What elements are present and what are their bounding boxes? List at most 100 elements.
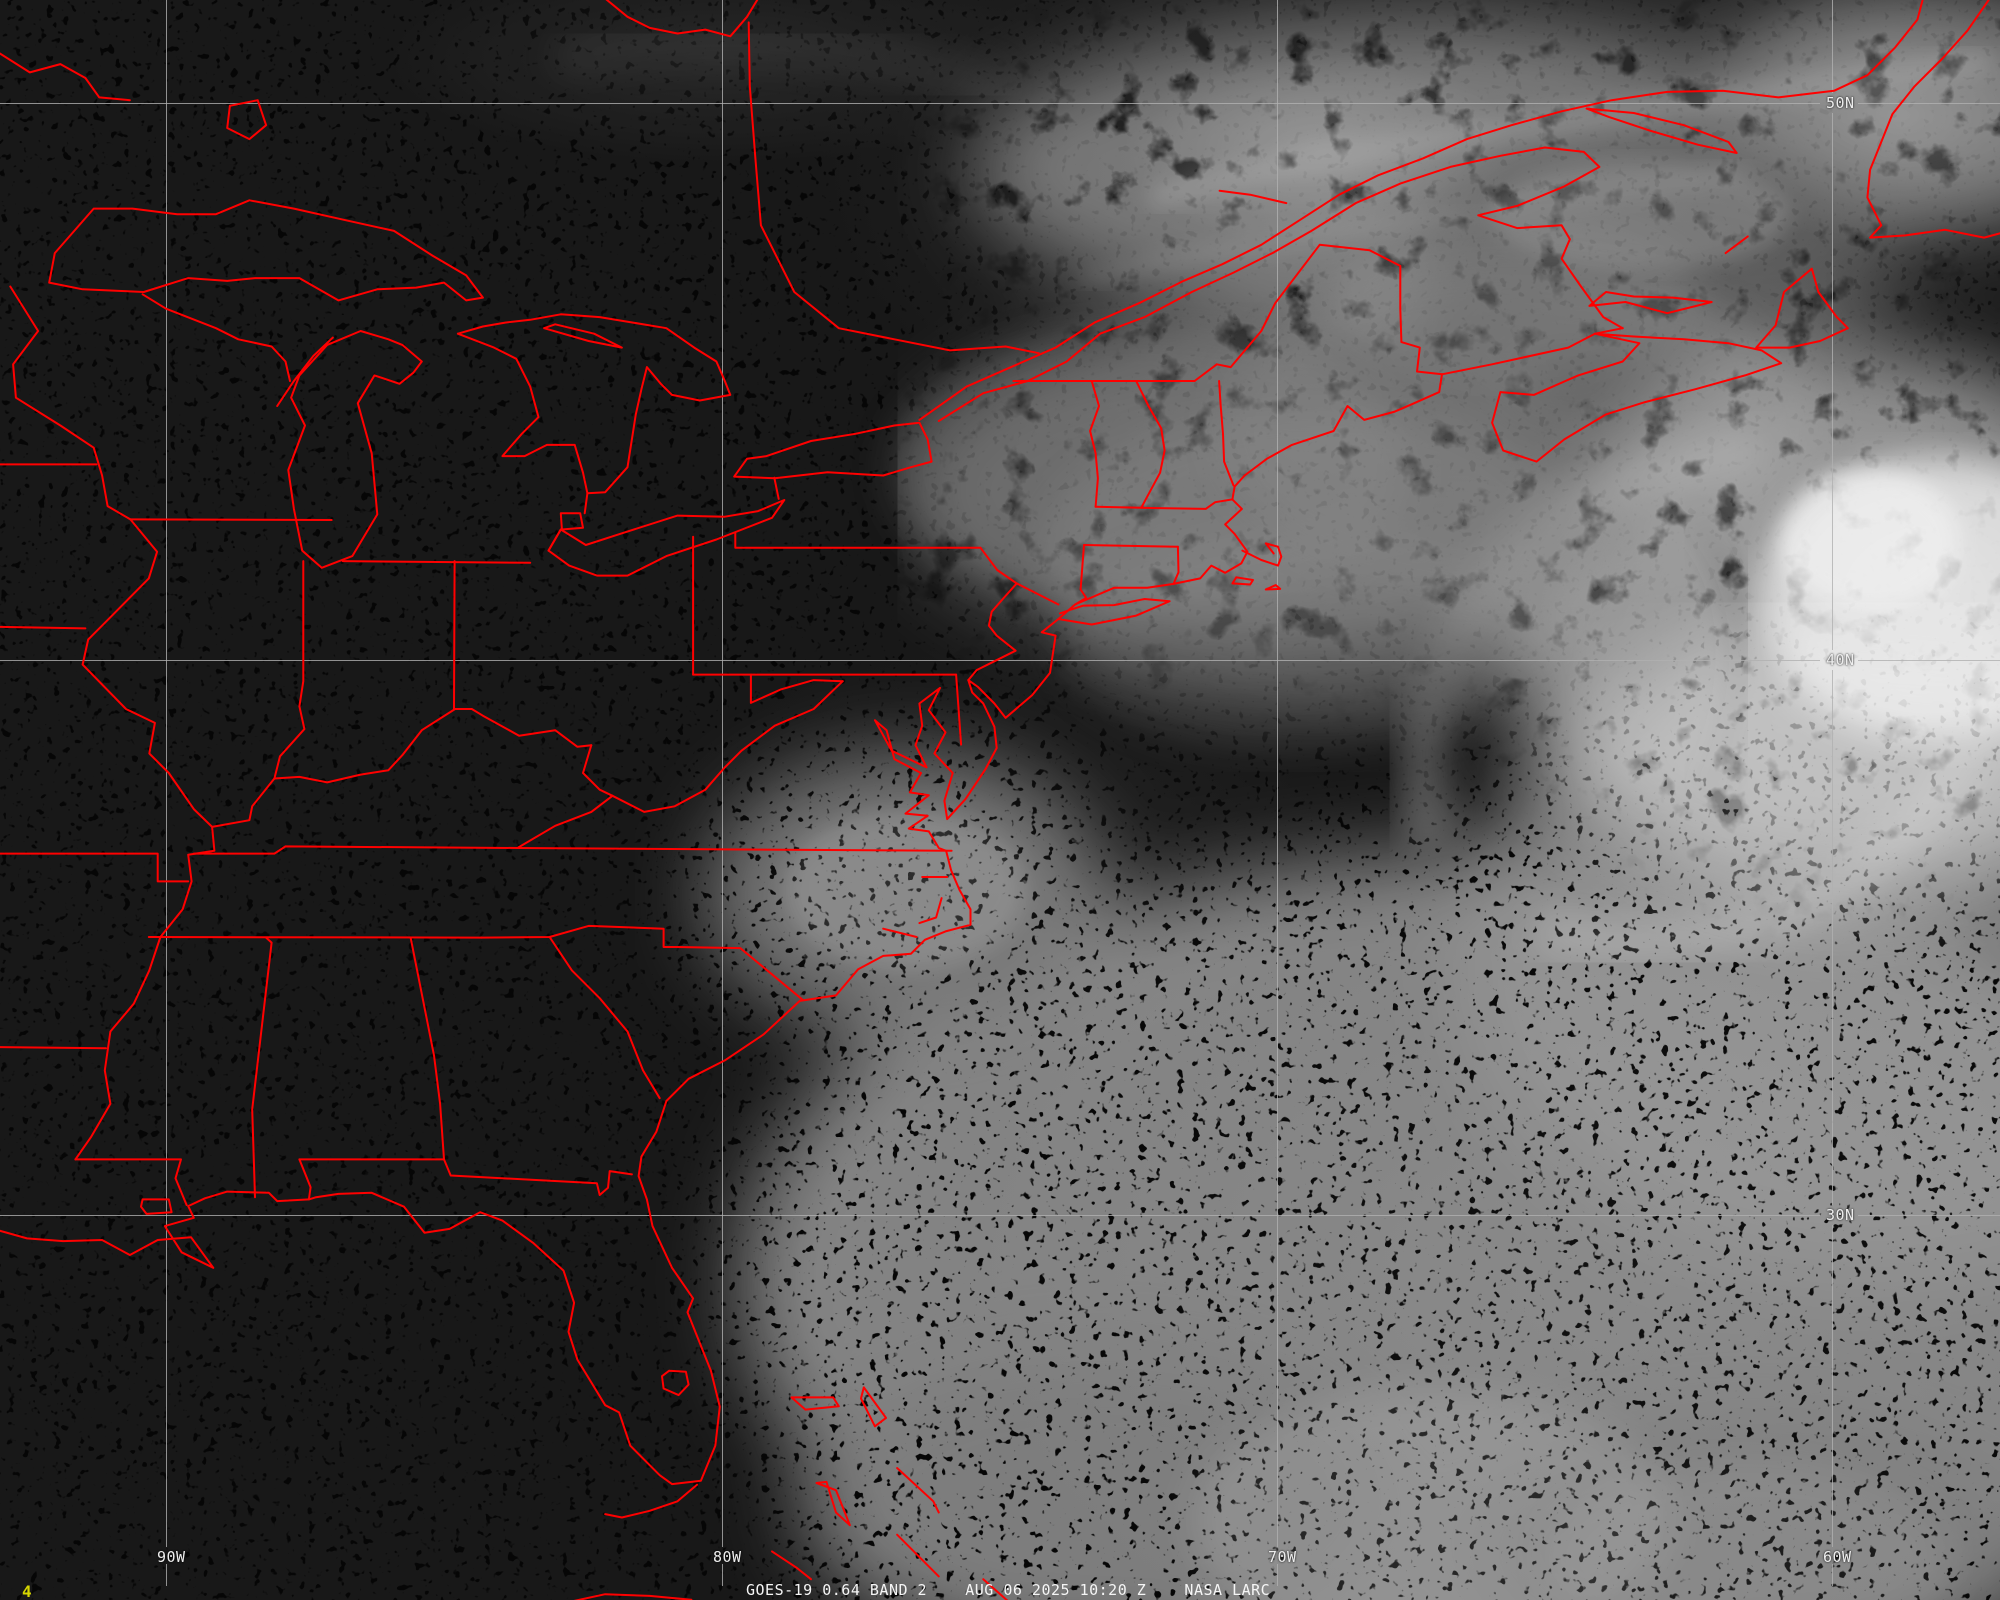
map-feature-nb-fundy bbox=[1441, 327, 1624, 376]
gridline-meridian-60W bbox=[1832, 0, 1833, 93]
map-feature-pontchartrain bbox=[140, 1198, 173, 1215]
map-feature-champlain-vtny bbox=[1089, 380, 1100, 508]
map-feature-mi-wi bbox=[141, 293, 291, 382]
map-feature-nova-scotia bbox=[1491, 332, 1783, 463]
map-feature-marthas-vineyard bbox=[1231, 576, 1254, 586]
map-feature-cape-breton bbox=[1755, 267, 1849, 349]
gridline-meridian-90W bbox=[166, 1564, 167, 1586]
grid-label-50N: 50N bbox=[1826, 94, 1855, 112]
map-feature-nw-ontario bbox=[0, 52, 131, 102]
map-feature-nantucket bbox=[1264, 584, 1282, 591]
gridline-parallel-50N bbox=[1858, 103, 2000, 104]
gridline-parallel-40N bbox=[0, 660, 1820, 661]
map-feature-nc-sc bbox=[480, 924, 804, 1001]
map-feature-ma-ct-ri bbox=[1083, 544, 1179, 548]
map-feature-ky-va bbox=[516, 794, 614, 849]
image-caption: GOES-19 0.64 BAND 2 AUG 06 2025 10:20 Z … bbox=[746, 1581, 1271, 1599]
map-feature-lake-st-clair bbox=[559, 512, 584, 531]
gridline-meridian-60W bbox=[1832, 113, 1833, 650]
map-feature-okeechobee bbox=[661, 1369, 690, 1397]
map-feature-ms-la bbox=[74, 1158, 188, 1206]
map-feature-lake-nipigon bbox=[226, 99, 268, 141]
map-feature-coast-main bbox=[0, 373, 1443, 1486]
map-feature-magdalen bbox=[1724, 235, 1749, 255]
map-feature-nh-me bbox=[1218, 380, 1235, 487]
grid-label-90W: 90W bbox=[157, 1548, 186, 1566]
map-feature-on-qc bbox=[747, 21, 1040, 355]
gridline-meridian-70W bbox=[1277, 1564, 1278, 1586]
map-feature-abaco bbox=[860, 1386, 887, 1428]
map-feature-wi-il bbox=[129, 518, 333, 521]
map-feature-vt-nh bbox=[1135, 380, 1166, 509]
gridline-meridian-80W bbox=[722, 1564, 723, 1586]
map-feature-ri-ct bbox=[1172, 545, 1180, 585]
map-feature-neuse bbox=[882, 927, 918, 938]
map-feature-lake-michigan bbox=[287, 330, 423, 569]
map-feature-grand-bahama bbox=[790, 1396, 840, 1411]
grid-label-30N: 30N bbox=[1826, 1206, 1855, 1224]
map-feature-ga-al bbox=[409, 936, 445, 1161]
map-feature-fl-keys bbox=[604, 1483, 698, 1519]
map-feature-anticosti bbox=[1585, 107, 1738, 154]
map-feature-long-island bbox=[1057, 598, 1171, 626]
grid-label-70W: 70W bbox=[1268, 1548, 1297, 1566]
map-feature-newfoundland bbox=[1866, 0, 2000, 239]
map-feature-de-river bbox=[967, 546, 1018, 682]
map-feature-la-ar bbox=[0, 1046, 107, 1050]
grid-label-60W: 60W bbox=[1823, 1548, 1852, 1566]
map-feature-ct-ny bbox=[1074, 544, 1088, 606]
map-feature-saguenay bbox=[1218, 189, 1288, 205]
map-feature-ny-pa bbox=[734, 531, 982, 549]
gridline-parallel-40N bbox=[1858, 660, 2000, 661]
map-feature-ohio-river-w bbox=[211, 777, 276, 828]
map-feature-cape-cod bbox=[1241, 542, 1283, 567]
map-feature-in-oh bbox=[453, 560, 456, 710]
map-feature-lake-erie bbox=[547, 499, 786, 577]
map-feature-ohio-river-e bbox=[273, 708, 593, 784]
map-feature-ga-fl bbox=[443, 1158, 633, 1196]
map-feature-st-lawrence-n bbox=[918, 0, 1924, 421]
gridline-parallel-50N bbox=[0, 103, 1820, 104]
map-feature-nj-ny bbox=[1015, 582, 1060, 606]
map-feature-al-fl-w bbox=[298, 1158, 312, 1201]
map-feature-lake-huron bbox=[456, 313, 732, 495]
map-feature-james-bay bbox=[605, 0, 759, 38]
map-feature-eleuthera bbox=[896, 1467, 940, 1514]
gridline-meridian-60W bbox=[1832, 1225, 1833, 1547]
map-feature-miss-river bbox=[9, 285, 216, 1161]
map-feature-exuma bbox=[896, 1533, 940, 1578]
map-feature-green-bay bbox=[276, 336, 334, 407]
gridline-meridian-70W bbox=[1277, 0, 1278, 1547]
map-feature-ga-sc bbox=[548, 936, 661, 1100]
gridline-parallel-30N bbox=[0, 1215, 1820, 1216]
map-feature-pei bbox=[1588, 291, 1713, 315]
gridline-meridian-60W bbox=[1832, 670, 1833, 1205]
map-feature-cuba-north bbox=[573, 1593, 693, 1600]
gridline-meridian-60W bbox=[1832, 1564, 1833, 1586]
grid-label-40N: 40N bbox=[1826, 651, 1855, 669]
map-feature-tn-south bbox=[147, 936, 483, 939]
corner-frame-marker: 4 bbox=[22, 1582, 32, 1600]
map-feature-il-in bbox=[273, 560, 306, 780]
map-feature-mo-ar bbox=[0, 852, 190, 883]
map-feature-andros bbox=[815, 1480, 851, 1527]
gridline-parallel-30N bbox=[1858, 1215, 2000, 1216]
map-feature-md-de bbox=[955, 673, 963, 746]
map-feature-ma-north bbox=[1094, 498, 1234, 510]
map-feature-st-clair-river bbox=[583, 492, 589, 515]
map-feature-va-nc-tn bbox=[192, 845, 953, 855]
map-feature-cay-sal bbox=[771, 1550, 812, 1581]
map-feature-lake-superior bbox=[48, 199, 484, 302]
map-feature-pamlico-inner bbox=[918, 897, 943, 925]
map-feature-big-sandy bbox=[582, 744, 614, 797]
map-feature-me-border bbox=[1193, 243, 1443, 382]
grid-label-80W: 80W bbox=[713, 1548, 742, 1566]
map-feature-ia-mo bbox=[0, 625, 87, 630]
gridline-meridian-90W bbox=[166, 0, 167, 1547]
map-feature-mi-in-oh bbox=[341, 560, 532, 564]
